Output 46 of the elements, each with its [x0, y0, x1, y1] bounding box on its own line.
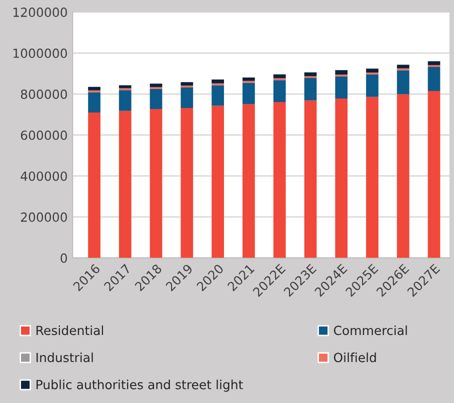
y-tick-label: 400000: [20, 171, 67, 181]
bar: [88, 112, 100, 258]
y-tick-label: 800000: [20, 90, 67, 99]
bar: [118, 110, 132, 258]
y-tick-label: 1000000: [13, 48, 67, 58]
legend-label: Industrial: [36, 352, 93, 362]
legend-label: Oilfield: [334, 352, 376, 362]
bar: [335, 76, 348, 99]
bar: [88, 92, 100, 112]
bar: [273, 102, 286, 258]
bar: [212, 106, 224, 258]
bar: [304, 78, 317, 100]
legend-label: Public authorities and street light: [36, 380, 243, 392]
bar: [335, 70, 348, 75]
bar: [335, 98, 348, 258]
bar: [273, 80, 286, 102]
legend-label: Residential: [36, 325, 104, 336]
y-tick-label: 200000: [20, 212, 67, 222]
bar: [366, 68, 378, 73]
bar: [242, 104, 255, 258]
bar: [242, 82, 255, 104]
bar: [396, 70, 410, 94]
bar: [366, 96, 378, 258]
bar: [428, 90, 440, 258]
bar: [180, 82, 194, 86]
bar: [396, 94, 410, 258]
legend-label: Commercial: [334, 325, 407, 336]
bar: [212, 85, 224, 106]
bar: [150, 108, 162, 258]
y-tick-label: 0: [60, 253, 67, 263]
bar: [366, 74, 378, 97]
bar: [304, 100, 317, 258]
bar: [396, 64, 410, 68]
bar: [212, 79, 224, 84]
y-tick-label: 1200000: [13, 8, 67, 18]
bar: [180, 108, 194, 258]
bar: [118, 85, 132, 88]
bar: [118, 90, 132, 111]
bar: [428, 66, 440, 91]
bar: [273, 74, 286, 78]
bar: [150, 84, 162, 88]
bar: [180, 87, 194, 108]
bar: [150, 88, 162, 109]
bar: [242, 77, 255, 81]
y-tick-label: 600000: [20, 130, 67, 140]
bar: [88, 86, 100, 90]
